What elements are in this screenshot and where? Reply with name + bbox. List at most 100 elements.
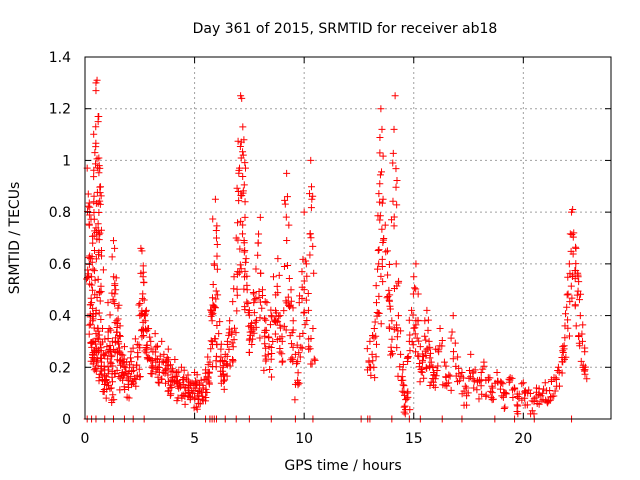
data-point bbox=[85, 330, 93, 338]
data-point bbox=[90, 358, 98, 366]
data-point bbox=[175, 368, 183, 376]
data-point bbox=[220, 385, 228, 393]
data-point bbox=[236, 143, 244, 151]
data-point bbox=[111, 244, 119, 252]
data-point bbox=[465, 366, 473, 374]
data-point bbox=[275, 312, 283, 320]
data-point bbox=[223, 372, 231, 380]
data-point bbox=[248, 340, 256, 348]
data-point bbox=[393, 333, 401, 341]
data-point bbox=[238, 192, 246, 200]
data-point bbox=[247, 322, 255, 330]
data-point bbox=[92, 255, 100, 263]
data-point bbox=[408, 338, 416, 346]
data-point bbox=[88, 286, 96, 294]
data-point bbox=[305, 343, 313, 351]
data-point bbox=[166, 391, 174, 399]
data-point bbox=[153, 356, 161, 364]
data-point bbox=[477, 382, 485, 390]
data-point bbox=[92, 160, 100, 168]
data-point bbox=[95, 248, 103, 256]
data-point bbox=[146, 333, 154, 341]
data-point bbox=[458, 368, 466, 376]
data-point bbox=[241, 258, 249, 266]
data-point bbox=[213, 234, 220, 242]
data-point bbox=[559, 358, 567, 366]
data-point bbox=[196, 400, 204, 408]
data-point bbox=[477, 368, 485, 376]
data-point bbox=[245, 336, 253, 344]
data-point bbox=[138, 295, 146, 303]
data-point bbox=[289, 304, 297, 312]
data-point bbox=[108, 253, 116, 261]
data-point bbox=[250, 296, 258, 304]
data-point bbox=[280, 307, 288, 315]
data-point bbox=[497, 379, 505, 387]
data-point bbox=[240, 181, 248, 189]
data-point bbox=[274, 255, 282, 263]
data-point bbox=[115, 344, 123, 352]
y-tick-label: 1.2 bbox=[49, 102, 71, 118]
data-point bbox=[154, 378, 162, 386]
data-point bbox=[139, 262, 147, 270]
data-point bbox=[105, 381, 112, 389]
data-point bbox=[132, 382, 140, 390]
data-point bbox=[487, 387, 495, 395]
data-point bbox=[120, 343, 128, 351]
data-point bbox=[559, 347, 567, 355]
data-point bbox=[233, 291, 241, 299]
data-point bbox=[406, 347, 414, 355]
data-point bbox=[226, 317, 234, 325]
data-point bbox=[191, 395, 199, 403]
data-point bbox=[223, 352, 231, 360]
data-point bbox=[487, 394, 495, 402]
data-point bbox=[244, 299, 252, 307]
data-point bbox=[101, 352, 109, 360]
data-point bbox=[554, 363, 562, 371]
data-point bbox=[87, 339, 95, 347]
data-point bbox=[97, 192, 105, 200]
data-point bbox=[113, 356, 121, 364]
data-point bbox=[294, 378, 302, 386]
data-point bbox=[209, 215, 217, 223]
data-point bbox=[417, 368, 425, 376]
data-point bbox=[116, 332, 124, 340]
data-point bbox=[297, 343, 305, 351]
data-point bbox=[392, 183, 400, 191]
data-point bbox=[454, 378, 462, 386]
data-point bbox=[162, 379, 170, 387]
data-point bbox=[220, 377, 228, 385]
data-point bbox=[420, 374, 428, 382]
data-point bbox=[551, 387, 559, 395]
data-point bbox=[276, 324, 284, 332]
data-point bbox=[535, 400, 543, 408]
data-point bbox=[164, 371, 172, 379]
data-point bbox=[256, 314, 264, 322]
data-point bbox=[392, 260, 400, 268]
data-point bbox=[268, 349, 276, 357]
data-point bbox=[108, 289, 116, 297]
data-point bbox=[114, 304, 122, 312]
data-point bbox=[233, 307, 241, 315]
x-tick-label: 0 bbox=[81, 431, 90, 447]
data-point bbox=[205, 380, 213, 388]
data-point bbox=[371, 318, 379, 326]
data-point bbox=[199, 397, 207, 405]
data-point bbox=[374, 265, 382, 273]
data-point bbox=[225, 331, 233, 339]
data-point bbox=[199, 381, 207, 389]
x-tick-label: 20 bbox=[514, 431, 532, 447]
data-point bbox=[378, 255, 386, 263]
data-point bbox=[254, 251, 262, 259]
data-point bbox=[191, 384, 199, 392]
data-point bbox=[293, 360, 301, 368]
data-point bbox=[413, 334, 421, 342]
data-point bbox=[213, 321, 221, 329]
data-point bbox=[567, 282, 575, 290]
data-point bbox=[84, 272, 92, 280]
data-point bbox=[180, 366, 188, 374]
data-point bbox=[571, 301, 579, 309]
data-point bbox=[84, 202, 92, 210]
data-point bbox=[547, 393, 555, 401]
data-point bbox=[265, 333, 273, 341]
